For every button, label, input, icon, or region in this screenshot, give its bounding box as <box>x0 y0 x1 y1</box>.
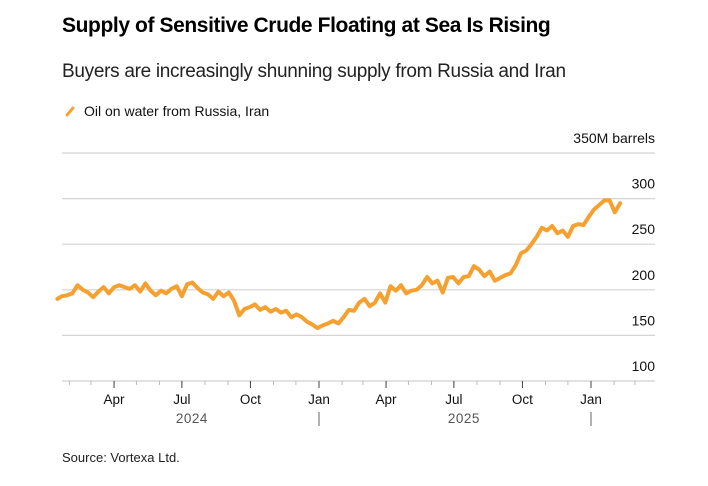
series-line-oil-on-water <box>55 198 623 331</box>
y-tick-label: 200 <box>632 267 656 283</box>
source-note: Source: Vortexa Ltd. <box>62 450 180 465</box>
x-tick-label: Apr <box>376 392 398 407</box>
y-tick-label: 250 <box>632 221 656 237</box>
y-tick-label: 350M barrels <box>573 130 655 146</box>
x-axis: Apr Jul Oct Jan Apr Jul Oct Jan 2024 2025 <box>62 380 655 426</box>
x-tick-label: Oct <box>240 392 261 407</box>
x-tick-label: Oct <box>512 392 533 407</box>
series-layer <box>55 198 623 331</box>
y-tick-label: 300 <box>632 176 656 192</box>
x-tick-label: Jul <box>173 392 190 407</box>
x-year-label: 2025 <box>448 411 480 426</box>
x-tick-label: Jan <box>308 392 330 407</box>
y-axis: 100 150 200 250 300 350M barrels <box>573 130 655 374</box>
gridlines <box>62 152 655 336</box>
x-year-label: 2024 <box>176 411 208 426</box>
y-tick-label: 100 <box>632 358 656 374</box>
x-tick-label: Apr <box>104 392 126 407</box>
legend: Oil on water from Russia, Iran <box>62 102 269 120</box>
y-tick-label: 150 <box>632 312 656 328</box>
x-tick-label: Jul <box>445 392 462 407</box>
x-tick-label: Jan <box>580 392 602 407</box>
legend-label: Oil on water from Russia, Iran <box>84 103 270 119</box>
chart-title: Supply of Sensitive Crude Floating at Se… <box>62 14 551 37</box>
chart-subtitle: Buyers are increasingly shunning supply … <box>62 61 566 82</box>
